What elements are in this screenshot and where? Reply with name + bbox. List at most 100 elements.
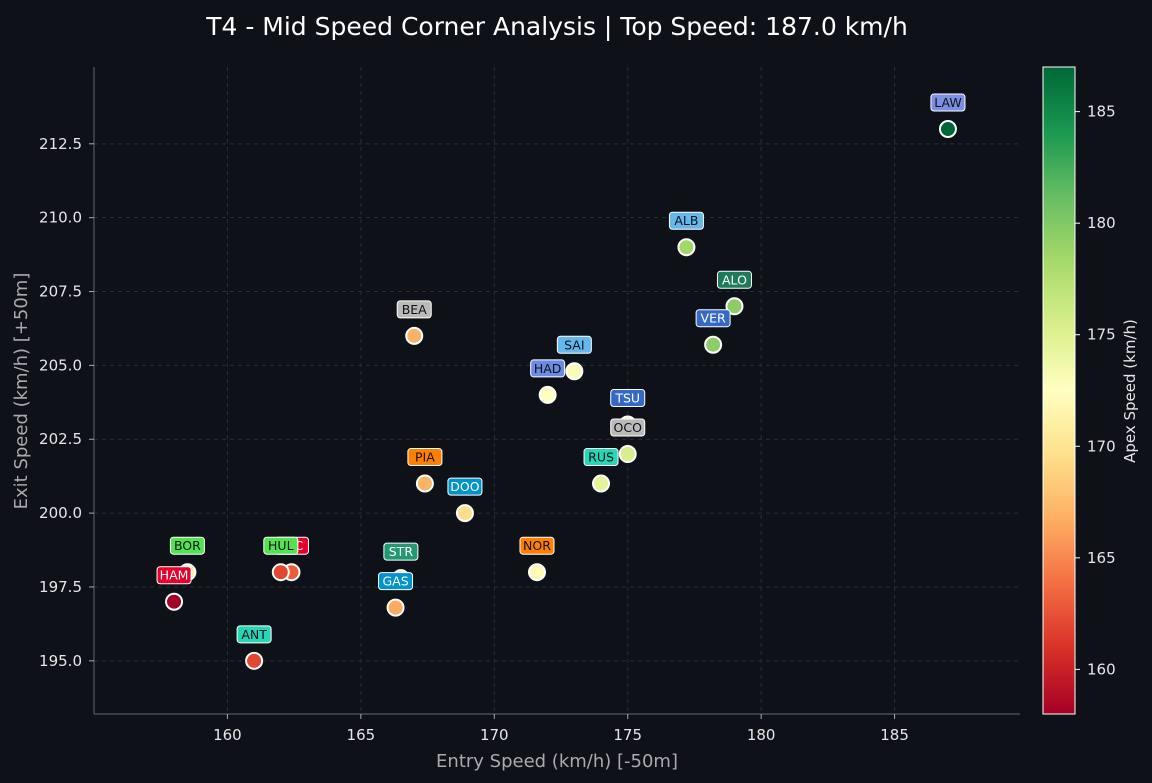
driver-label-pia: PIA — [407, 448, 443, 467]
point-ant — [245, 651, 264, 670]
driver-label-text: HAD — [534, 361, 562, 376]
driver-label-box — [378, 572, 414, 591]
driver-label-ant: ANT — [236, 625, 272, 644]
driver-label-text: TSU — [614, 390, 640, 405]
driver-label-bor: BOR — [169, 536, 205, 555]
driver-label-text: PIA — [415, 450, 435, 465]
point-ham — [165, 592, 184, 611]
point-had — [538, 385, 557, 404]
driver-label-box — [156, 566, 192, 585]
colorbar-tick-label: 165 — [1087, 549, 1116, 567]
x-tick-label: 180 — [747, 726, 776, 744]
colorbar-tick-label: 160 — [1087, 660, 1116, 678]
driver-label-text: OCO — [614, 420, 643, 435]
driver-label-doo: DOO — [447, 477, 483, 496]
x-tick-label: 185 — [880, 726, 909, 744]
driver-label-bea: BEA — [396, 300, 432, 319]
driver-label-text: STR — [389, 544, 414, 559]
driver-label-box — [396, 300, 432, 319]
point-law — [938, 120, 957, 139]
y-tick-label: 200.0 — [39, 504, 82, 522]
driver-label-alo: ALO — [716, 270, 752, 289]
driver-label-oco: OCO — [610, 418, 646, 437]
driver-label-text: LAW — [934, 95, 961, 110]
driver-label-text: GAS — [382, 574, 408, 589]
grid — [94, 67, 1020, 714]
colorbar-tick-label: 180 — [1087, 214, 1116, 232]
driver-label-box — [236, 625, 272, 644]
driver-label-box — [583, 448, 619, 467]
driver-label-box — [530, 359, 566, 378]
colorbar-tick-label: 170 — [1087, 437, 1116, 455]
driver-label-text: SAI — [564, 337, 584, 352]
driver-label-ver: VER — [695, 309, 731, 328]
y-tick-label: 205.0 — [39, 356, 82, 374]
driver-label-text: HAM — [160, 568, 189, 583]
x-tick-label: 165 — [347, 726, 376, 744]
colorbar-ticks: 160 165 170 175 180 185 — [1075, 103, 1116, 678]
driver-label-nor: NOR — [519, 536, 555, 555]
driver-label-str: STR — [383, 542, 419, 561]
driver-label-hul: HUL — [263, 536, 299, 555]
driver-label-text: ANT — [241, 627, 267, 642]
driver-label-text: ALB — [674, 213, 698, 228]
colorbar-label: Apex Speed (km/h) — [1121, 319, 1139, 463]
colorbar: 160 165 170 175 180 185 Apex Speed (km/h) — [1042, 66, 1139, 715]
x-axis-label: Entry Speed (km/h) [-50m] — [436, 751, 678, 772]
driver-label-text: DOO — [450, 479, 479, 494]
driver-label-tsu: TSU — [610, 388, 646, 407]
point-alo — [725, 297, 744, 316]
driver-label-box — [383, 542, 419, 561]
data-points — [165, 120, 957, 670]
driver-label-law: LAW — [930, 93, 966, 112]
driver-label-box — [695, 309, 731, 328]
point-bea — [405, 326, 424, 345]
point-pia — [415, 474, 434, 493]
y-tick-label: 197.5 — [39, 578, 82, 596]
driver-label-text: BOR — [174, 538, 201, 553]
x-tick-label: 170 — [480, 726, 509, 744]
point-ver — [704, 335, 723, 354]
driver-label-text: VER — [701, 311, 726, 326]
y-tick-label: 210.0 — [39, 209, 82, 227]
driver-label-box — [668, 211, 704, 230]
point-hul — [271, 563, 290, 582]
y-tick-label: 207.5 — [39, 283, 82, 301]
driver-label-alb: ALB — [668, 211, 704, 230]
point-doo — [455, 504, 474, 523]
point-alb — [677, 238, 696, 257]
driver-label-box — [930, 93, 966, 112]
driver-label-text: HUL — [268, 538, 294, 553]
driver-label-had: HAD — [530, 359, 566, 378]
driver-label-box — [716, 270, 752, 289]
y-tick-label: 195.0 — [39, 652, 82, 670]
point-sai — [565, 362, 584, 381]
driver-label-box — [263, 536, 299, 555]
colorbar-gradient — [1042, 66, 1076, 715]
y-ticks: 195.0 197.5 200.0 202.5 205.0 207.5 210.0 212.5 — [39, 135, 94, 670]
driver-label-text: RUS — [588, 450, 614, 465]
driver-label-text: ALO — [722, 272, 747, 287]
point-nor — [527, 563, 546, 582]
driver-label-ham: HAM — [156, 566, 192, 585]
y-tick-label: 202.5 — [39, 430, 82, 448]
driver-label-box — [447, 477, 483, 496]
driver-label-gas: GAS — [378, 572, 414, 591]
driver-label-box — [610, 418, 646, 437]
driver-label-sai: SAI — [556, 335, 592, 354]
driver-label-rus: RUS — [583, 448, 619, 467]
x-tick-label: 160 — [213, 726, 242, 744]
driver-label-text: NOR — [523, 538, 551, 553]
y-axis-label: Exit Speed (km/h) [+50m] — [11, 273, 32, 510]
driver-label-box — [556, 335, 592, 354]
axes — [93, 67, 1020, 715]
driver-label-box — [519, 536, 555, 555]
point-gas — [386, 598, 405, 617]
driver-label-box — [169, 536, 205, 555]
point-rus — [592, 474, 611, 493]
x-tick-label: 175 — [613, 726, 642, 744]
colorbar-tick-label: 175 — [1087, 326, 1116, 344]
driver-label-box — [407, 448, 443, 467]
